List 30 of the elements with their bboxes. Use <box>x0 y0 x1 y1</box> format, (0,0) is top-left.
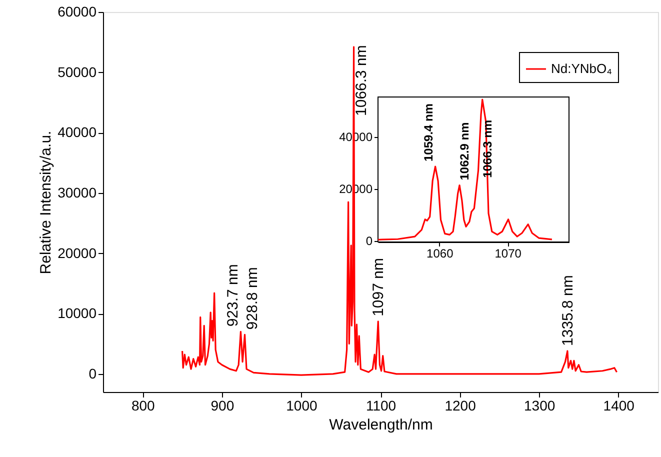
x-tick-label: 1400 <box>603 398 635 414</box>
line-series <box>181 46 618 376</box>
annotation: 1335.8 nm <box>559 275 576 346</box>
y-tick-label: 60000 <box>58 4 97 20</box>
annotation: 928.8 nm <box>244 267 261 330</box>
annotation: 1059.4 nm <box>421 103 436 162</box>
x-tick-label: 900 <box>210 398 234 414</box>
y-tick-label: 20000 <box>58 244 97 261</box>
annotation: 1066.3 nm <box>352 45 370 116</box>
y-tick-label: 40000 <box>58 124 97 140</box>
annotation: 923.7 nm <box>224 264 242 327</box>
y-tick-label: 10000 <box>58 305 97 322</box>
x-tick-label: 1100 <box>366 398 396 414</box>
y-axis-title: Relative Intensity/a.u. <box>38 130 55 274</box>
y-tick-label: 30000 <box>58 184 97 200</box>
x-tick-label: 1070 <box>494 246 522 260</box>
x-tick-label: 1060 <box>426 246 454 260</box>
annotation: 1062.9 nm <box>458 122 472 180</box>
y-tick-label: 0 <box>88 365 97 382</box>
x-axis-title: Wavelength/nm <box>329 416 433 434</box>
x-tick-label: 1000 <box>286 398 318 414</box>
annotation: 1097 nm <box>370 258 388 316</box>
annotation: 1066.3 nm <box>480 120 494 178</box>
x-tick-label: 1300 <box>524 398 556 414</box>
x-tick-label: 1200 <box>444 398 476 414</box>
y-tick-label: 50000 <box>58 64 97 80</box>
x-tick-label: 800 <box>131 398 156 414</box>
line-series <box>377 98 553 240</box>
y-tick-label: 0 <box>366 234 373 248</box>
legend-label: Nd:YNbO₄ <box>551 61 612 76</box>
